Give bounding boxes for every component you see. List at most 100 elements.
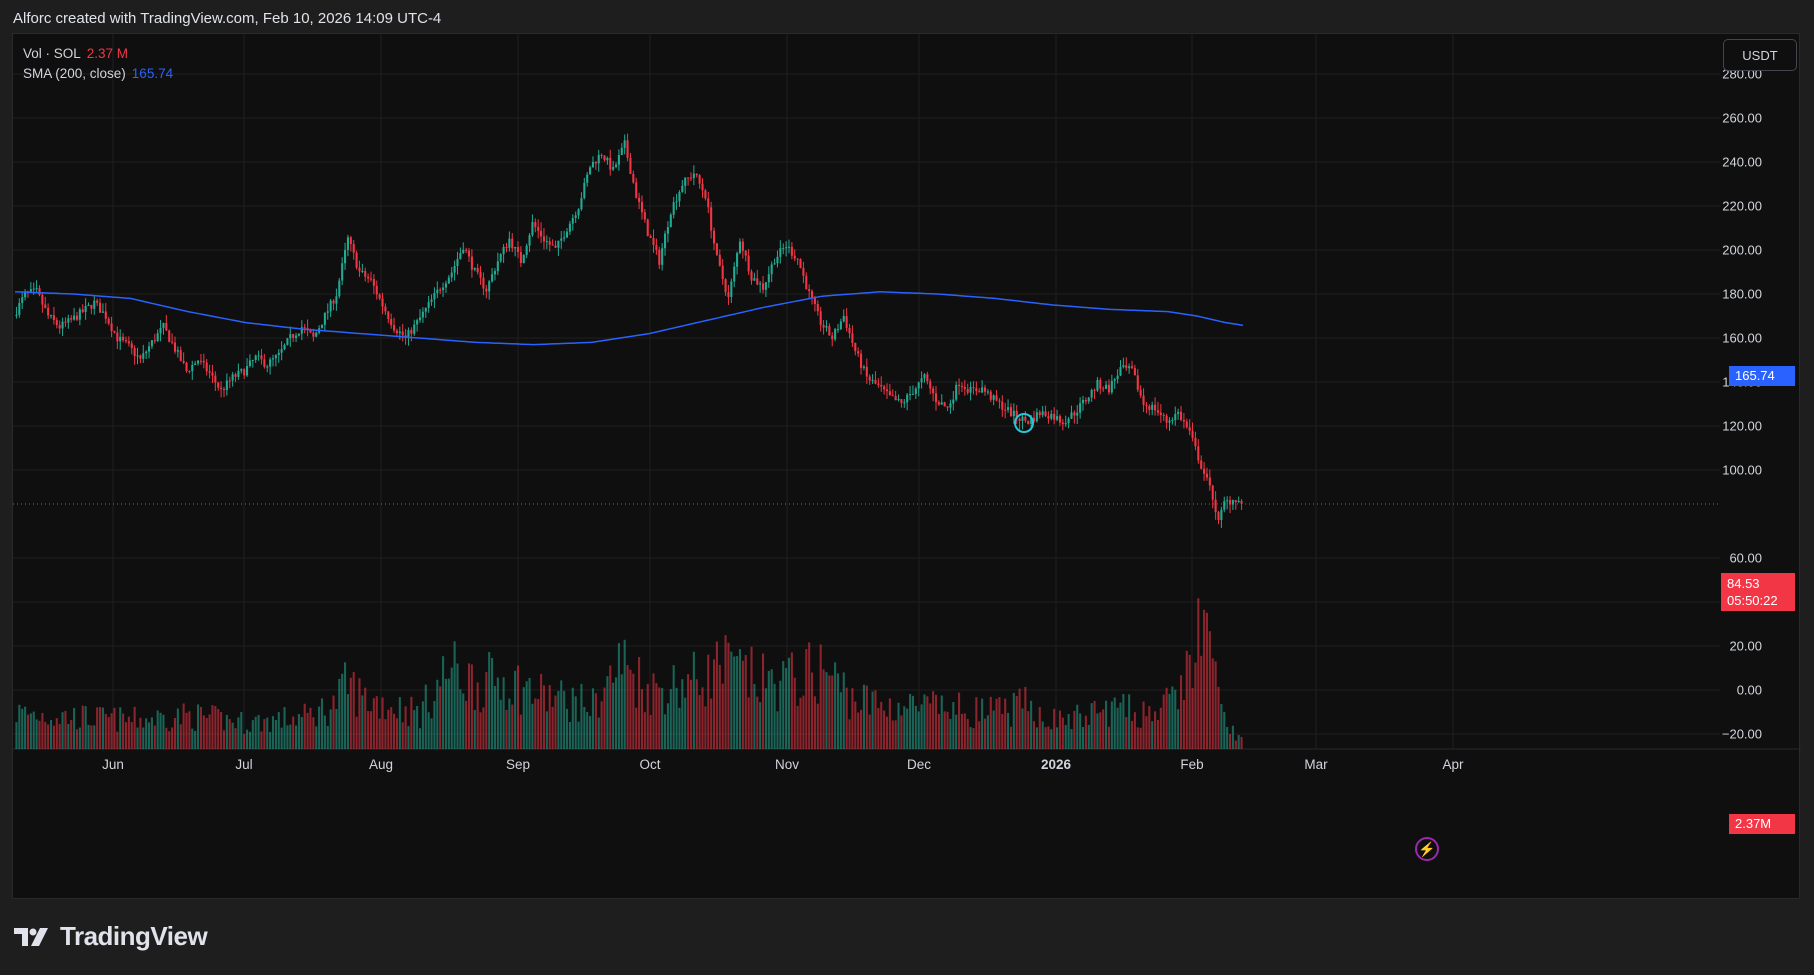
volume-legend-row[interactable]: Vol · SOL 2.37 M [23,44,173,64]
alert-marker-icon[interactable] [1014,413,1034,433]
candle-body [381,298,384,307]
volume-bar [695,679,698,749]
volume-bar [759,702,762,749]
tradingview-logo[interactable]: TradingView [14,921,208,952]
volume-bar [813,696,816,749]
candle-body [756,278,759,285]
candle-body [943,402,946,407]
candle-body [248,360,251,367]
candle-body [1165,415,1168,423]
volume-bar [574,696,577,749]
volume-bar [266,717,269,749]
volume-bar [289,724,292,749]
last-price-tag: 84.53 05:50:22 [1721,573,1795,611]
price-axis-label: −20.00 [1722,727,1762,742]
candle-body [231,374,234,381]
volume-bar [502,677,505,749]
candle-body [1162,414,1165,416]
candle-body [444,283,447,288]
volume-bar [571,687,574,749]
candle-body [188,370,191,372]
candle-body [260,355,263,360]
candle-body [831,335,834,340]
candle-body [191,365,194,372]
volume-bar [894,720,897,749]
candle-body [453,265,456,273]
volume-bar [136,727,139,749]
volume-bar [1203,609,1206,749]
candle-body [900,399,903,403]
candle-body [1214,499,1217,513]
candle-body [499,254,502,262]
candle-body [1240,500,1243,504]
volume-bar [836,673,840,749]
volume-bar [551,706,554,749]
volume-bar [1177,709,1180,749]
candle-body [877,383,880,385]
volume-bar [568,721,571,749]
candle-body [113,330,116,333]
volume-bar [926,696,929,749]
volume-bar [444,678,447,749]
volume-bar [488,651,491,749]
candle-body [38,288,41,295]
volume-bar [369,711,373,749]
candle-body [1024,416,1027,421]
candle-body [182,360,185,363]
candle-body [825,326,828,328]
candle-body [1228,500,1232,505]
candle-body [1171,420,1174,422]
volume-bar [909,693,912,749]
volume-bar [969,727,972,749]
candle-body [888,391,891,396]
lightning-icon[interactable]: ⚡ [1415,837,1439,861]
candle-body [589,167,592,175]
volume-bar [41,712,44,749]
volume-bar [349,677,352,749]
candle-body [75,315,79,320]
time-axis-label: Apr [1442,757,1464,772]
volume-bar [929,703,932,749]
volume-bar [292,716,295,749]
candle-body [537,227,540,231]
candle-body [862,366,865,368]
volume-bar [862,684,865,749]
candlestick-chart[interactable]: 280.00260.00240.00220.00200.00180.00160.… [13,34,1801,900]
currency-button[interactable]: USDT [1723,39,1797,71]
candle-body [903,402,906,404]
volume-bar [491,657,494,749]
volume-bar [1093,700,1096,749]
volume-bar [661,687,664,749]
volume-bar [1217,686,1220,749]
volume-bar [632,673,635,749]
volume-bar [257,714,260,749]
candle-body [724,279,727,293]
volume-bar [1084,715,1087,749]
volume-bar [808,642,811,749]
volume-bar [623,639,626,749]
volume-bar [361,695,364,749]
volume-legend-value: 2.37 M [86,46,129,61]
volume-bar [96,707,99,749]
volume-bar [367,711,370,749]
candle-body [24,291,27,298]
chart-panel[interactable]: 280.00 260.00 240.00 220.00 200.00 180.00 160.… [12,33,1801,900]
volume-bar [499,699,502,749]
volume-bar [972,728,975,749]
volume-bar [848,719,851,749]
candle-body [522,254,525,263]
sma-legend-row[interactable]: SMA (200, close) 165.74 [23,64,173,84]
volume-bar [358,678,361,749]
candle-body [142,353,145,359]
candle-body [1154,404,1157,411]
candle-body [992,395,995,400]
volume-bar [467,663,471,749]
volume-bar [511,704,514,749]
candle-body [456,259,459,266]
volume-bar [839,692,842,749]
candle-body [744,250,747,256]
candle-body [617,155,620,165]
candle-body [358,267,361,272]
volume-bar [1047,726,1050,749]
candle-body [101,311,104,313]
